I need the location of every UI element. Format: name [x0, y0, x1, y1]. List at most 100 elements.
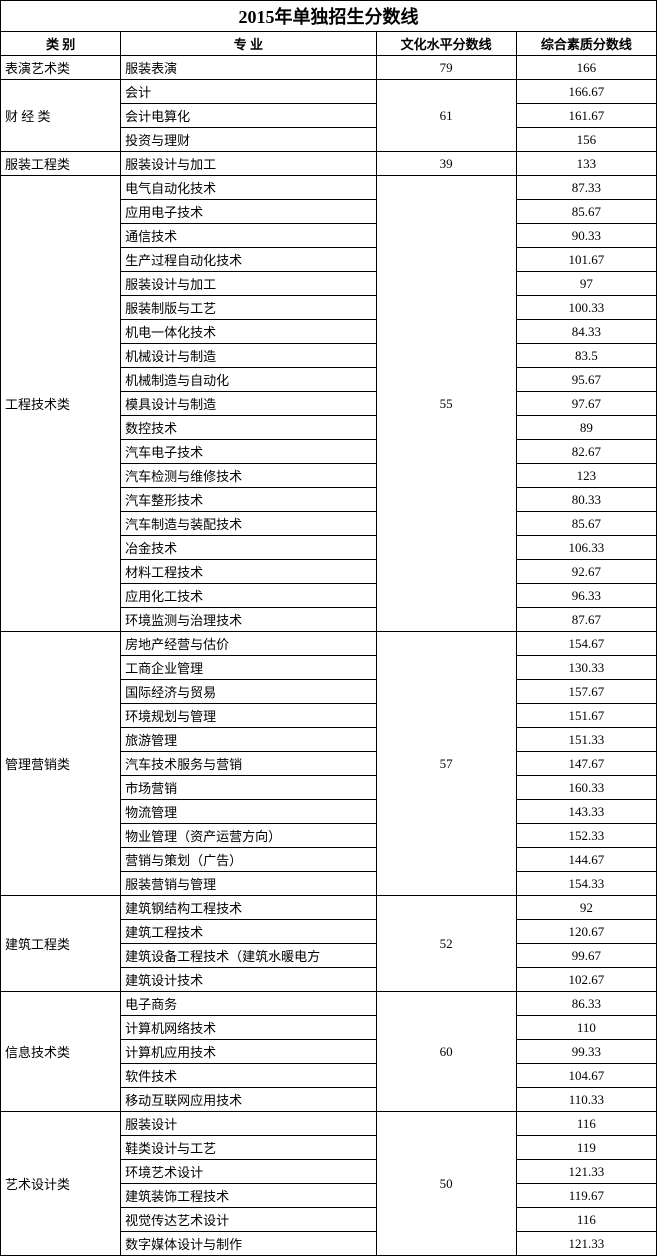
major-cell: 服装制版与工艺 — [121, 296, 376, 320]
major-cell: 国际经济与贸易 — [121, 680, 376, 704]
major-cell: 机械设计与制造 — [121, 344, 376, 368]
quality-score-cell: 97 — [516, 272, 656, 296]
quality-score-cell: 166.67 — [516, 80, 656, 104]
category-cell: 管理营销类 — [1, 632, 121, 896]
major-cell: 会计 — [121, 80, 376, 104]
quality-score-cell: 166 — [516, 56, 656, 80]
quality-score-cell: 104.67 — [516, 1064, 656, 1088]
quality-score-cell: 85.67 — [516, 512, 656, 536]
major-cell: 工商企业管理 — [121, 656, 376, 680]
major-cell: 计算机网络技术 — [121, 1016, 376, 1040]
major-cell: 环境监测与治理技术 — [121, 608, 376, 632]
quality-score-cell: 157.67 — [516, 680, 656, 704]
quality-score-cell: 160.33 — [516, 776, 656, 800]
quality-score-cell: 83.5 — [516, 344, 656, 368]
category-cell: 表演艺术类 — [1, 56, 121, 80]
category-cell: 艺术设计类 — [1, 1112, 121, 1256]
quality-score-cell: 154.33 — [516, 872, 656, 896]
page-title: 2015年单独招生分数线 — [1, 1, 657, 32]
quality-score-cell: 110 — [516, 1016, 656, 1040]
quality-score-cell: 101.67 — [516, 248, 656, 272]
major-cell: 会计电算化 — [121, 104, 376, 128]
major-cell: 服装设计与加工 — [121, 152, 376, 176]
quality-score-cell: 119 — [516, 1136, 656, 1160]
quality-score-cell: 100.33 — [516, 296, 656, 320]
quality-score-cell: 92.67 — [516, 560, 656, 584]
major-cell: 服装设计 — [121, 1112, 376, 1136]
quality-score-cell: 97.67 — [516, 392, 656, 416]
major-cell: 汽车技术服务与营销 — [121, 752, 376, 776]
quality-score-cell: 82.67 — [516, 440, 656, 464]
major-cell: 电气自动化技术 — [121, 176, 376, 200]
quality-score-cell: 154.67 — [516, 632, 656, 656]
major-cell: 建筑工程技术 — [121, 920, 376, 944]
quality-score-cell: 151.33 — [516, 728, 656, 752]
major-cell: 计算机应用技术 — [121, 1040, 376, 1064]
category-cell: 财 经 类 — [1, 80, 121, 152]
major-cell: 服装营销与管理 — [121, 872, 376, 896]
culture-score-cell: 55 — [376, 176, 516, 632]
quality-score-cell: 90.33 — [516, 224, 656, 248]
major-cell: 环境艺术设计 — [121, 1160, 376, 1184]
major-cell: 数字媒体设计与制作 — [121, 1232, 376, 1256]
header-category: 类 别 — [1, 32, 121, 56]
quality-score-cell: 86.33 — [516, 992, 656, 1016]
major-cell: 营销与策划（广告） — [121, 848, 376, 872]
category-cell: 信息技术类 — [1, 992, 121, 1112]
major-cell: 汽车制造与装配技术 — [121, 512, 376, 536]
major-cell: 数控技术 — [121, 416, 376, 440]
major-cell: 移动互联网应用技术 — [121, 1088, 376, 1112]
culture-score-cell: 52 — [376, 896, 516, 992]
quality-score-cell: 102.67 — [516, 968, 656, 992]
major-cell: 汽车检测与维修技术 — [121, 464, 376, 488]
major-cell: 机械制造与自动化 — [121, 368, 376, 392]
major-cell: 汽车电子技术 — [121, 440, 376, 464]
quality-score-cell: 95.67 — [516, 368, 656, 392]
major-cell: 通信技术 — [121, 224, 376, 248]
quality-score-cell: 116 — [516, 1208, 656, 1232]
quality-score-cell: 151.67 — [516, 704, 656, 728]
major-cell: 服装设计与加工 — [121, 272, 376, 296]
quality-score-cell: 106.33 — [516, 536, 656, 560]
category-cell: 工程技术类 — [1, 176, 121, 632]
quality-score-cell: 130.33 — [516, 656, 656, 680]
major-cell: 电子商务 — [121, 992, 376, 1016]
major-cell: 视觉传达艺术设计 — [121, 1208, 376, 1232]
quality-score-cell: 84.33 — [516, 320, 656, 344]
quality-score-cell: 87.67 — [516, 608, 656, 632]
major-cell: 投资与理财 — [121, 128, 376, 152]
quality-score-cell: 89 — [516, 416, 656, 440]
major-cell: 市场营销 — [121, 776, 376, 800]
header-culture: 文化水平分数线 — [376, 32, 516, 56]
major-cell: 建筑设备工程技术（建筑水暖电方 — [121, 944, 376, 968]
major-cell: 生产过程自动化技术 — [121, 248, 376, 272]
quality-score-cell: 116 — [516, 1112, 656, 1136]
major-cell: 应用化工技术 — [121, 584, 376, 608]
quality-score-cell: 96.33 — [516, 584, 656, 608]
quality-score-cell: 120.67 — [516, 920, 656, 944]
culture-score-cell: 39 — [376, 152, 516, 176]
table-row: 信息技术类电子商务6086.33 — [1, 992, 657, 1016]
quality-score-cell: 99.67 — [516, 944, 656, 968]
major-cell: 服装表演 — [121, 56, 376, 80]
quality-score-cell: 156 — [516, 128, 656, 152]
category-cell: 服装工程类 — [1, 152, 121, 176]
quality-score-cell: 80.33 — [516, 488, 656, 512]
table-row: 表演艺术类服装表演79166 — [1, 56, 657, 80]
major-cell: 材料工程技术 — [121, 560, 376, 584]
table-row: 管理营销类房地产经营与估价57154.67 — [1, 632, 657, 656]
category-cell: 建筑工程类 — [1, 896, 121, 992]
major-cell: 建筑装饰工程技术 — [121, 1184, 376, 1208]
major-cell: 应用电子技术 — [121, 200, 376, 224]
quality-score-cell: 85.67 — [516, 200, 656, 224]
major-cell: 旅游管理 — [121, 728, 376, 752]
culture-score-cell: 57 — [376, 632, 516, 896]
table-row: 艺术设计类服装设计50116 — [1, 1112, 657, 1136]
quality-score-cell: 144.67 — [516, 848, 656, 872]
admission-score-table: 2015年单独招生分数线 类 别 专 业 文化水平分数线 综合素质分数线 表演艺… — [0, 0, 657, 1256]
culture-score-cell: 60 — [376, 992, 516, 1112]
quality-score-cell: 133 — [516, 152, 656, 176]
major-cell: 建筑钢结构工程技术 — [121, 896, 376, 920]
quality-score-cell: 161.67 — [516, 104, 656, 128]
major-cell: 机电一体化技术 — [121, 320, 376, 344]
